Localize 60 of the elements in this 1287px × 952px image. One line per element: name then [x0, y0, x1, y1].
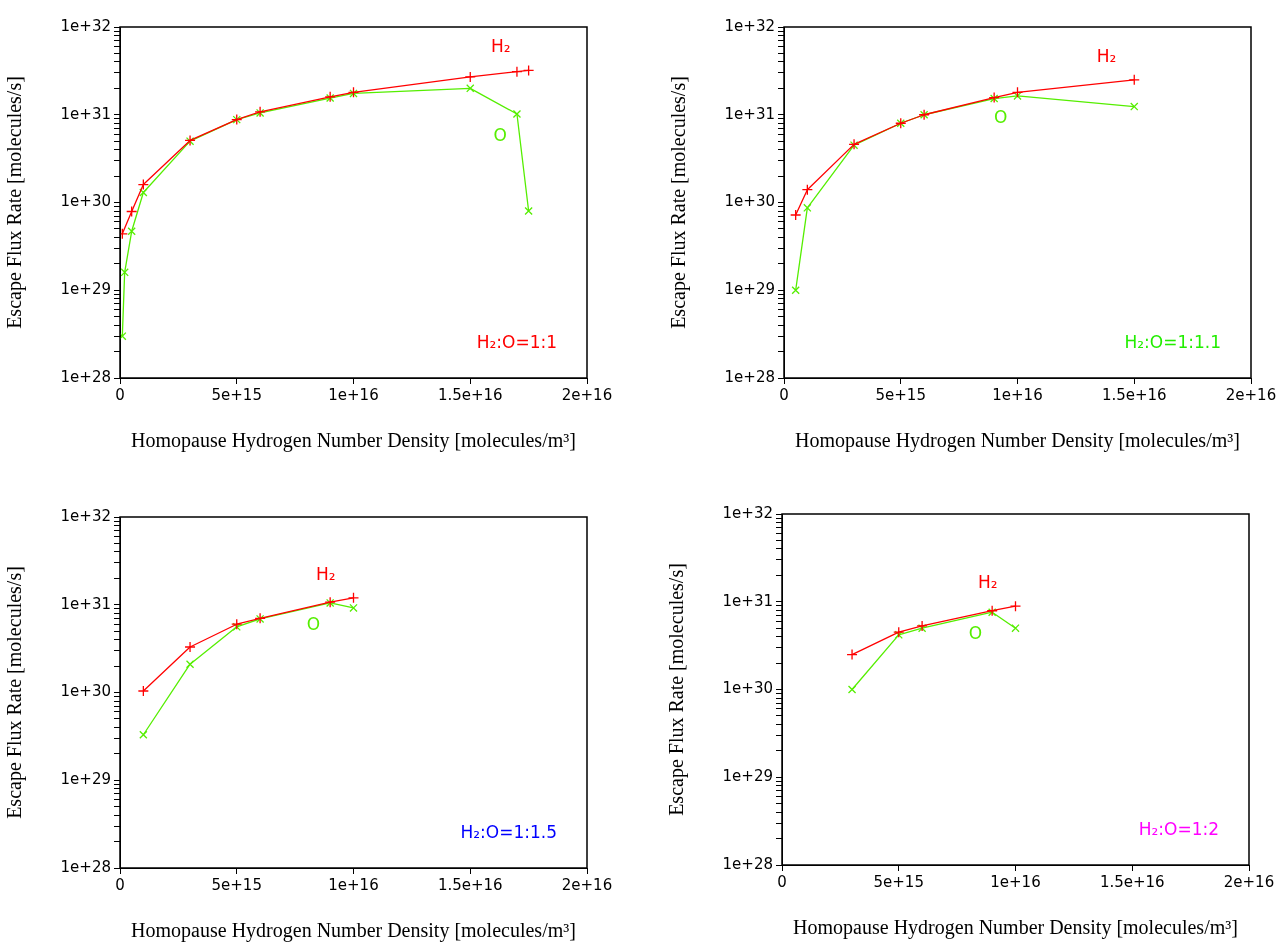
- series-label: O: [493, 124, 507, 145]
- y-tick-label: 1e+32: [60, 16, 111, 35]
- x-tick-label: 1.5e+16: [1101, 385, 1167, 404]
- y-tick-label: 1e+30: [60, 192, 111, 211]
- series-label: H₂: [1096, 45, 1117, 66]
- series-label: H₂: [977, 572, 998, 593]
- y-tick-label: 1e+29: [724, 280, 775, 299]
- series-label: H₂: [315, 563, 336, 584]
- y-tick-label: 1e+29: [60, 280, 111, 299]
- annotation: H₂:O=1:1: [476, 332, 557, 352]
- x-axis-title: Homopause Hydrogen Number Density [molecules/m³]: [795, 429, 1240, 453]
- y-tick-label: 1e+32: [722, 503, 773, 522]
- y-axis-title: Escape Flux Rate [molecules/s]: [667, 76, 691, 329]
- x-tick-label: 1e+16: [328, 875, 379, 894]
- y-tick-label: 1e+29: [722, 767, 773, 786]
- x-tick-label: 2e+16: [1223, 872, 1275, 891]
- x-axis-title: Homopause Hydrogen Number Density [molecules/m³]: [793, 916, 1238, 940]
- y-tick-label: 1e+29: [60, 770, 111, 789]
- x-tick-label: 5e+15: [875, 385, 926, 404]
- x-tick-label: 1.5e+16: [437, 875, 503, 894]
- annotation: H₂:O=1:1.5: [460, 822, 557, 842]
- y-tick-label: 1e+28: [60, 857, 111, 876]
- x-tick-label: 0: [777, 872, 787, 891]
- annotation: H₂:O=1:2: [1138, 819, 1219, 839]
- y-tick-label: 1e+28: [60, 367, 111, 386]
- y-tick-label: 1e+30: [724, 192, 775, 211]
- x-tick-label: 0: [115, 875, 125, 894]
- x-tick-label: 0: [115, 385, 125, 404]
- series-label: O: [994, 106, 1008, 127]
- x-tick-label: 2e+16: [561, 875, 613, 894]
- y-tick-label: 1e+30: [722, 679, 773, 698]
- x-axis-title: Homopause Hydrogen Number Density [molecules/m³]: [131, 919, 576, 943]
- y-axis-title: Escape Flux Rate [molecules/s]: [3, 76, 27, 329]
- x-tick-label: 1e+16: [328, 385, 379, 404]
- x-axis-title: Homopause Hydrogen Number Density [molecules/m³]: [131, 429, 576, 453]
- y-tick-label: 1e+31: [722, 591, 773, 610]
- x-tick-label: 1e+16: [992, 385, 1043, 404]
- x-tick-label: 2e+16: [561, 385, 613, 404]
- x-tick-label: 2e+16: [1225, 385, 1277, 404]
- x-tick-label: 1e+16: [990, 872, 1041, 891]
- x-tick-label: 1.5e+16: [1099, 872, 1165, 891]
- y-tick-label: 1e+30: [60, 682, 111, 701]
- annotation: H₂:O=1:1.1: [1124, 332, 1221, 352]
- y-tick-label: 1e+28: [724, 367, 775, 386]
- x-tick-label: 5e+15: [211, 875, 262, 894]
- series-label: O: [306, 613, 321, 634]
- y-tick-label: 1e+31: [724, 104, 775, 123]
- y-axis-title: Escape Flux Rate [molecules/s]: [3, 566, 27, 819]
- x-tick-label: 1.5e+16: [437, 385, 503, 404]
- x-tick-label: 0: [779, 385, 789, 404]
- y-axis-title: Escape Flux Rate [molecules/s]: [665, 563, 689, 816]
- y-tick-label: 1e+32: [724, 16, 775, 35]
- x-tick-label: 5e+15: [873, 872, 924, 891]
- y-tick-label: 1e+28: [722, 854, 773, 873]
- series-label: H₂: [491, 36, 511, 57]
- x-tick-label: 5e+15: [211, 385, 262, 404]
- y-tick-label: 1e+31: [60, 104, 111, 123]
- y-tick-label: 1e+32: [60, 506, 111, 525]
- series-label: O: [968, 623, 983, 644]
- y-tick-label: 1e+31: [60, 594, 111, 613]
